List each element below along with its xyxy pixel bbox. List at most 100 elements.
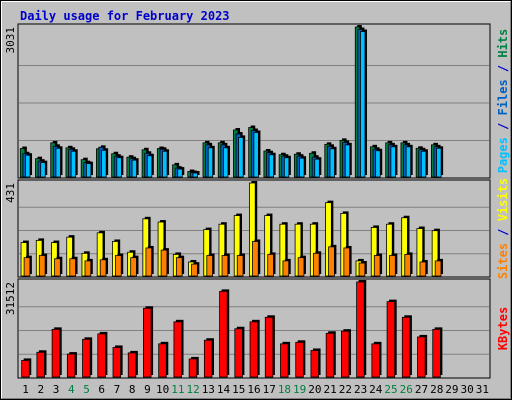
x-tick-label-day-23: 23 — [354, 383, 367, 396]
bar-kbytes-kbytes-day-2 — [36, 351, 45, 378]
bar-hits-pages-day-2 — [40, 162, 46, 178]
bar-visits-sites-day-27 — [419, 261, 427, 277]
legend-part-1: / — [496, 115, 510, 137]
x-tick-label-day-2: 2 — [38, 383, 45, 396]
chart-title: Daily usage for February 2023 — [20, 9, 230, 23]
x-tick-label-day-17: 17 — [263, 383, 276, 396]
panel-visits: 431 Sites / Visits — [4, 178, 510, 279]
bar-hits-pages-day-24 — [375, 150, 381, 178]
bar-hits-pages-day-18 — [283, 157, 290, 178]
bar-visits-sites-day-4 — [69, 258, 76, 277]
bar-visits-sites-day-14 — [221, 255, 229, 277]
bar-kbytes-kbytes-day-1 — [21, 360, 30, 378]
bar-hits-pages-day-15 — [238, 137, 244, 178]
x-tick-label-day-31: 31 — [476, 383, 489, 396]
bar-visits-sites-day-2 — [38, 255, 46, 277]
bar-hits-pages-day-1 — [25, 154, 31, 178]
bar-hits-pages-day-4 — [70, 150, 77, 178]
legend-part-2: Files — [496, 79, 510, 115]
chart-panels: 3031 Pages / Files / Hits 431 Sites / Visit… — [4, 23, 510, 379]
x-tick-label-day-4: 4 — [68, 383, 75, 396]
x-tick-label-day-30: 30 — [461, 383, 474, 396]
x-tick-label-day-11: 11 — [171, 383, 184, 396]
panel-visits-ymax-label: 431 — [4, 183, 17, 203]
bar-kbytes-kbytes-day-13 — [203, 339, 213, 378]
bar-visits-sites-day-5 — [84, 260, 92, 277]
panel-hits: 3031 Pages / Files / Hits — [4, 23, 510, 179]
bar-kbytes-kbytes-day-4 — [66, 353, 76, 378]
legend-part-4: Hits — [496, 29, 510, 58]
bar-kbytes-kbytes-day-27 — [417, 336, 426, 378]
panel-hits-ymax-label: 3031 — [4, 27, 17, 54]
bar-kbytes-kbytes-day-19 — [295, 341, 304, 378]
x-tick-label-day-8: 8 — [129, 383, 136, 396]
x-tick-label-day-27: 27 — [415, 383, 428, 396]
bar-hits-pages-day-6 — [101, 149, 107, 178]
bar-visits-sites-day-23 — [358, 262, 366, 277]
bar-visits-sites-day-7 — [115, 255, 122, 277]
bar-kbytes-kbytes-day-28 — [432, 328, 441, 378]
bar-kbytes-kbytes-day-26 — [401, 316, 411, 378]
panel-hits-legend: Pages / Files / Hits — [496, 29, 510, 174]
bar-kbytes-kbytes-day-22 — [340, 330, 350, 378]
bar-hits-pages-day-14 — [222, 147, 229, 178]
bar-visits-sites-day-15 — [236, 255, 244, 277]
x-tick-label-day-14: 14 — [217, 383, 231, 396]
bar-visits-sites-day-24 — [373, 255, 381, 277]
x-tick-label-day-22: 22 — [339, 383, 352, 396]
bar-hits-pages-day-25 — [390, 146, 396, 178]
bar-hits-pages-day-10 — [162, 150, 168, 178]
x-tick-label-day-25: 25 — [384, 383, 397, 396]
legend-part-0: KBytes — [496, 307, 510, 350]
bar-kbytes-kbytes-day-6 — [97, 333, 106, 378]
bar-kbytes-kbytes-day-7 — [112, 347, 122, 378]
bar-hits-pages-day-9 — [146, 155, 153, 178]
bar-visits-sites-day-9 — [145, 247, 153, 277]
bar-visits-sites-day-22 — [343, 247, 351, 277]
bar-visits-sites-day-11 — [175, 257, 183, 277]
x-tick-label-day-15: 15 — [232, 383, 245, 396]
x-tick-label-day-28: 28 — [430, 383, 443, 396]
bar-kbytes-kbytes-day-5 — [82, 338, 91, 378]
bar-kbytes-kbytes-day-3 — [51, 328, 61, 378]
bar-kbytes-kbytes-day-14 — [219, 290, 228, 378]
bar-visits-sites-day-21 — [328, 246, 335, 277]
x-tick-label-day-26: 26 — [400, 383, 413, 396]
bar-visits-sites-day-19 — [297, 257, 305, 277]
bar-hits-pages-day-20 — [314, 158, 320, 178]
bar-kbytes-kbytes-day-25 — [386, 301, 396, 378]
panel-kbytes: 31512 KBytes — [4, 278, 510, 379]
x-tick-label-day-29: 29 — [445, 383, 458, 396]
bar-visits-sites-day-16 — [252, 241, 259, 277]
x-tick-label-day-9: 9 — [144, 383, 151, 396]
bar-visits-sites-day-6 — [99, 259, 107, 277]
bar-kbytes-kbytes-day-8 — [127, 352, 137, 378]
bar-kbytes-kbytes-day-10 — [158, 343, 167, 378]
bar-visits-sites-day-26 — [404, 254, 411, 277]
x-tick-label-day-5: 5 — [83, 383, 90, 396]
bar-kbytes-kbytes-day-9 — [143, 307, 152, 378]
x-tick-label-day-19: 19 — [293, 383, 306, 396]
bar-hits-pages-day-12 — [192, 172, 198, 178]
bar-hits-pages-day-28 — [436, 147, 442, 178]
bar-kbytes-kbytes-day-16 — [249, 321, 259, 378]
legend-part-1: / — [496, 221, 510, 243]
panel-visits-legend: Sites / Visits — [496, 178, 510, 279]
bar-hits-pages-day-8 — [131, 159, 138, 178]
bar-hits-pages-day-17 — [268, 154, 275, 178]
x-tick-label-day-6: 6 — [98, 383, 105, 396]
bar-visits-sites-day-8 — [130, 257, 137, 277]
bar-visits-sites-day-1 — [23, 257, 31, 277]
legend-part-2: Visits — [496, 178, 510, 221]
bar-visits-sites-day-17 — [267, 254, 274, 277]
bar-hits-pages-day-5 — [85, 163, 92, 178]
x-tick-label-day-18: 18 — [278, 383, 291, 396]
panel-kbytes-legend: KBytes — [496, 307, 510, 350]
x-tick-label-day-16: 16 — [247, 383, 260, 396]
bar-visits-sites-day-13 — [206, 255, 213, 277]
bar-kbytes-kbytes-day-12 — [188, 358, 198, 378]
bar-kbytes-kbytes-day-17 — [264, 316, 274, 378]
bar-hits-pages-day-7 — [116, 157, 122, 178]
bar-kbytes-kbytes-day-23 — [356, 281, 365, 378]
bar-kbytes-kbytes-day-20 — [310, 350, 319, 378]
